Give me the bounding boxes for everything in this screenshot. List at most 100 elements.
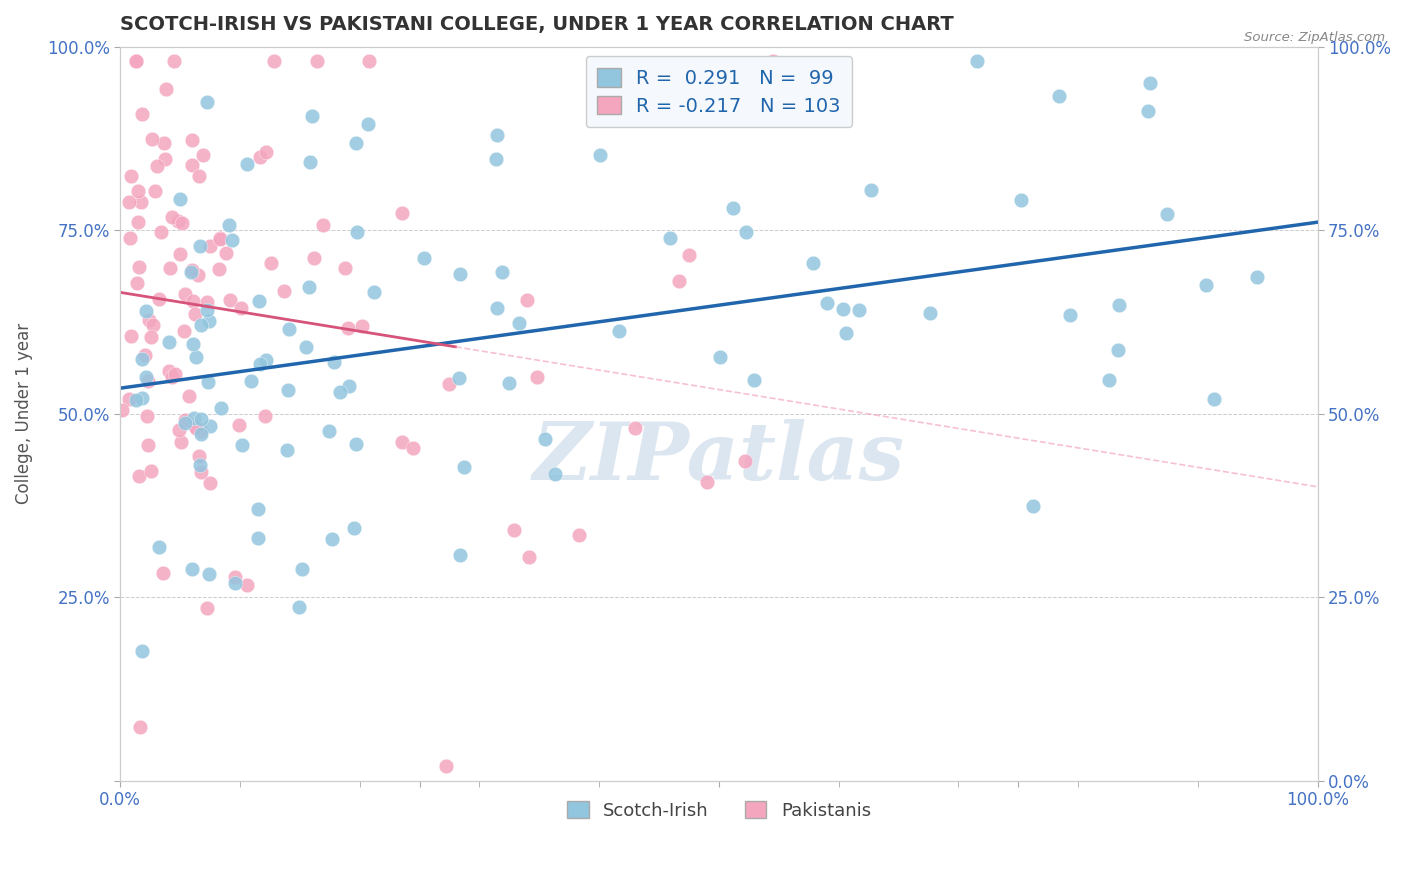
Point [498,376,520,390]
Point [188,169,211,183]
Point [153,136,176,150]
Point [447,371,470,385]
Point [125,54,148,69]
Point [1246,269,1268,284]
Point [128,469,150,483]
Point [191,148,214,162]
Point [391,206,413,220]
Point [136,375,159,389]
Point [834,326,856,340]
Point [136,438,159,452]
Point [181,562,204,576]
Point [236,157,259,171]
Point [207,261,229,276]
Point [318,425,340,439]
Point [148,292,170,306]
Point [139,465,162,479]
Point [436,759,458,773]
Text: Source: ZipAtlas.com: Source: ZipAtlas.com [1244,31,1385,45]
Point [321,532,343,546]
Point [350,318,373,333]
Point [120,169,142,183]
Point [181,158,204,172]
Point [173,324,195,338]
Text: ZIPatlas: ZIPatlas [533,419,905,497]
Point [256,352,278,367]
Point [135,304,157,318]
Point [214,246,236,260]
Point [186,420,208,434]
Point [187,268,209,282]
Point [1156,207,1178,221]
Point [508,316,530,330]
Point [197,375,219,389]
Point [224,570,246,584]
Point [139,330,162,344]
Point [167,213,190,227]
Point [218,219,240,233]
Point [249,150,271,164]
Point [186,350,208,364]
Point [299,154,322,169]
Point [273,284,295,298]
Point [1107,343,1129,357]
Point [231,438,253,452]
Point [246,501,269,516]
Point [363,285,385,299]
Point [135,370,157,384]
Point [437,377,460,392]
Point [197,314,219,328]
Point [254,409,277,423]
Point [125,276,148,290]
Point [516,293,538,308]
Point [190,318,212,333]
Point [329,385,352,400]
Point [344,436,367,450]
Point [167,423,190,437]
Point [221,232,243,246]
Point [131,352,153,367]
Point [343,520,366,534]
Point [247,293,270,308]
Point [118,231,141,245]
Point [709,351,731,365]
Point [734,454,756,468]
Point [966,54,988,69]
Point [198,475,221,490]
Point [190,412,212,426]
Point [209,401,232,416]
Point [184,307,207,321]
Point [322,354,344,368]
Point [195,295,218,310]
Point [195,95,218,109]
Point [249,357,271,371]
Point [801,256,824,270]
Point [181,294,204,309]
Point [188,458,211,473]
Point [129,194,152,209]
Point [208,230,231,244]
Point [517,549,540,564]
Point [260,255,283,269]
Point [163,54,186,69]
Point [658,231,681,245]
Point [174,413,197,427]
Point [131,391,153,405]
Point [357,117,380,131]
Point [533,432,555,446]
Point [491,265,513,279]
Point [544,467,567,482]
Point [295,340,318,354]
Point [449,268,471,282]
Point [1108,298,1130,312]
Point [305,54,328,69]
Point [111,403,134,417]
Point [624,421,647,435]
Point [143,184,166,198]
Point [131,107,153,121]
Point [337,378,360,392]
Point [118,194,141,209]
Point [174,287,197,301]
Point [198,418,221,433]
Point [152,566,174,580]
